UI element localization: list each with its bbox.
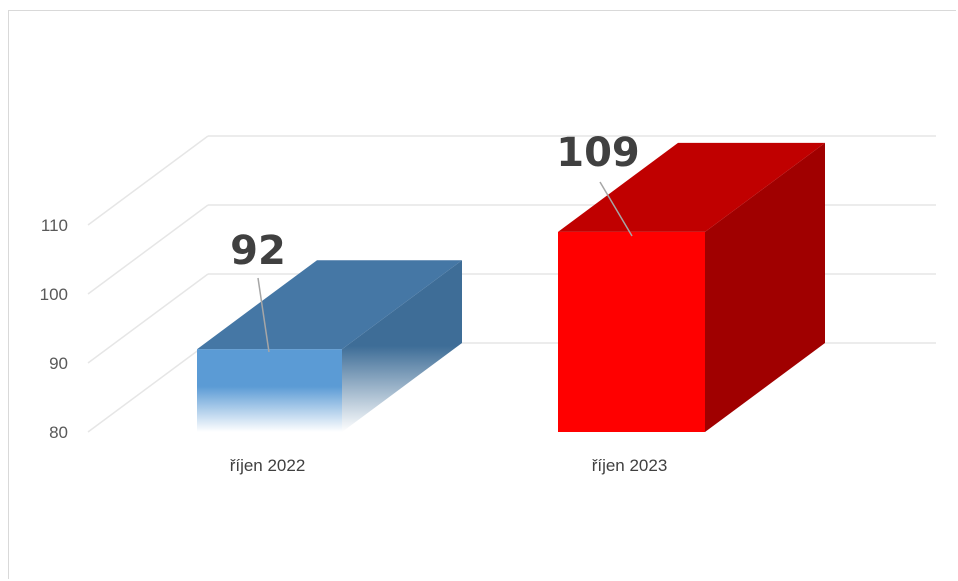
- data-label-leader: [599, 181, 633, 237]
- bar-side-face: [705, 142, 825, 432]
- bar-1: [197, 260, 462, 432]
- y-tick-label: 80: [49, 423, 68, 442]
- data-label: 109: [556, 130, 640, 176]
- x-category-label: říjen 2023: [592, 456, 668, 475]
- x-category-label: říjen 2022: [230, 456, 306, 475]
- bar-side-face: [342, 260, 462, 432]
- gridline-diagonal-1: [87, 273, 209, 364]
- data-label: 92: [230, 228, 286, 274]
- bar-top-face: [558, 142, 825, 232]
- bar-front-face: [197, 349, 342, 432]
- gridline-diagonal-3: [87, 135, 209, 226]
- y-tick-label: 110: [41, 216, 68, 235]
- bar-front-face: [558, 231, 705, 432]
- bar-top-face: [197, 260, 462, 350]
- data-label-leader: [257, 277, 270, 353]
- y-tick-label: 90: [49, 354, 68, 373]
- gridline-diagonal-0: [87, 342, 209, 433]
- gridline-diagonal-2: [87, 204, 209, 295]
- y-tick-label: 100: [40, 285, 68, 304]
- bar-2: [558, 142, 825, 432]
